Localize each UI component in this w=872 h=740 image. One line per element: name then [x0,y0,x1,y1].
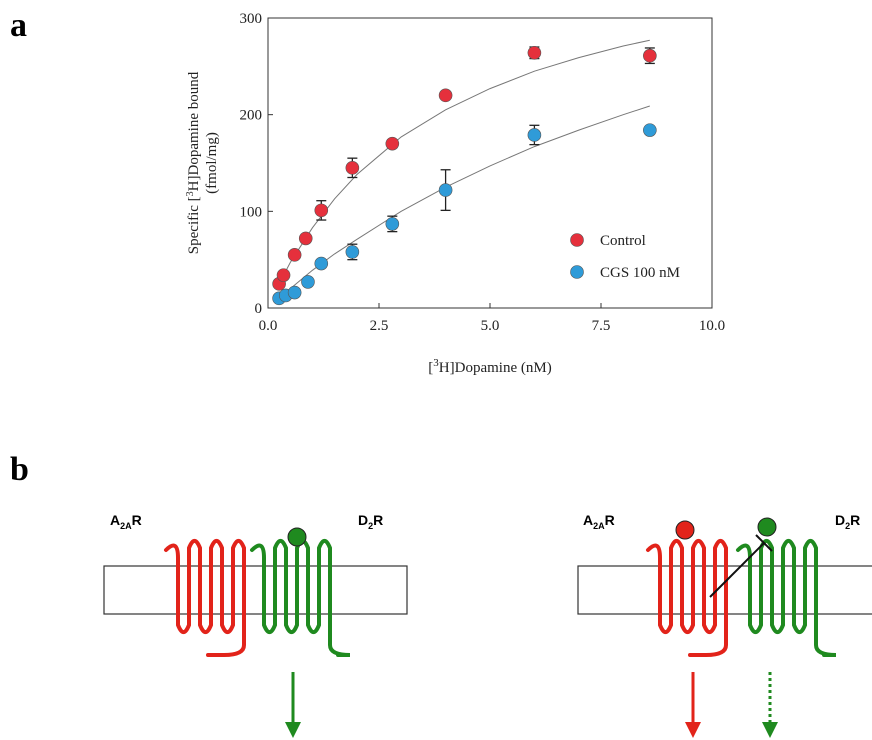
y-axis-label: Specific [3H]Dopamine bound [185,71,203,254]
x-tick-label: 2.5 [370,318,389,334]
data-point [385,217,400,231]
legend-label: CGS 100 nM [600,265,680,281]
x-axis-label-part: [ [428,360,433,376]
ligand [675,520,695,540]
receptor-label: A2AR [110,512,142,531]
receptor [736,538,837,657]
label-name: A [110,512,120,528]
panel-label: a [10,7,27,44]
receptor [250,538,351,657]
arrow-head [685,722,701,738]
label-sub: 2 [368,521,373,531]
label-name: D [835,512,845,528]
y-tick-label: 300 [240,11,263,27]
ligand [287,527,307,547]
data-point [438,88,453,103]
data-point [438,183,453,197]
panel-label: b [10,451,29,488]
label-suffix: R [373,512,383,528]
diagram: A2AR D2R A2AR D2R [103,512,872,738]
receptor [164,538,246,657]
receptor [646,538,728,657]
data-point [527,45,542,60]
x-axis-label-part: 3 [433,357,439,369]
label-name: D [358,512,368,528]
arrow-head [285,722,301,738]
y-axis-label-part: 3 [185,191,196,196]
legend-marker [570,265,584,279]
data-point [643,48,657,63]
data-point [314,203,329,218]
y-tick-label: 0 [255,301,263,317]
receptor-label: D2R [358,512,383,531]
x-tick-label: 5.0 [481,318,500,334]
y-axis-unit: (fmol/mg) [204,132,220,194]
data-point [287,285,302,300]
label-name: A [583,512,593,528]
inhibition [709,542,765,598]
label-sub: 2 [845,521,850,531]
label-suffix: R [850,512,860,528]
arrow-head [762,722,778,738]
inhibition-bar [755,534,773,552]
label-suffix: R [605,512,615,528]
receptor-label: A2AR [583,512,615,531]
receptor-label: D2R [835,512,860,531]
data-point [385,136,400,151]
label-suffix: R [132,512,142,528]
label-sub: 2A [593,521,605,531]
y-tick-label: 100 [240,204,263,220]
data-point [345,161,360,175]
data-point [301,275,315,289]
y-tick-label: 200 [240,108,263,124]
data-point [298,231,313,246]
data-point [276,268,291,282]
ligand [757,517,777,537]
y-axis-label-part: H]Dopamine bound [186,71,202,191]
data-point [314,256,329,271]
data-point [345,245,360,259]
data-point [287,248,302,262]
legend-label: Control [600,233,646,249]
x-tick-label: 10.0 [699,318,725,334]
x-axis-label-part: H]Dopamine (nM) [439,360,552,376]
label-sub: 2A [120,521,132,531]
x-tick-label: 0.0 [259,318,278,334]
x-axis-label: [3H]Dopamine (nM) [428,357,551,376]
y-axis-label-part: Specific [ [186,196,202,254]
membrane [103,565,408,615]
x-tick-label: 7.5 [592,318,611,334]
data-point [527,128,542,142]
fit-curve [278,39,650,285]
data-point [643,123,657,137]
legend-marker [570,233,584,247]
fit-curve [278,105,650,299]
